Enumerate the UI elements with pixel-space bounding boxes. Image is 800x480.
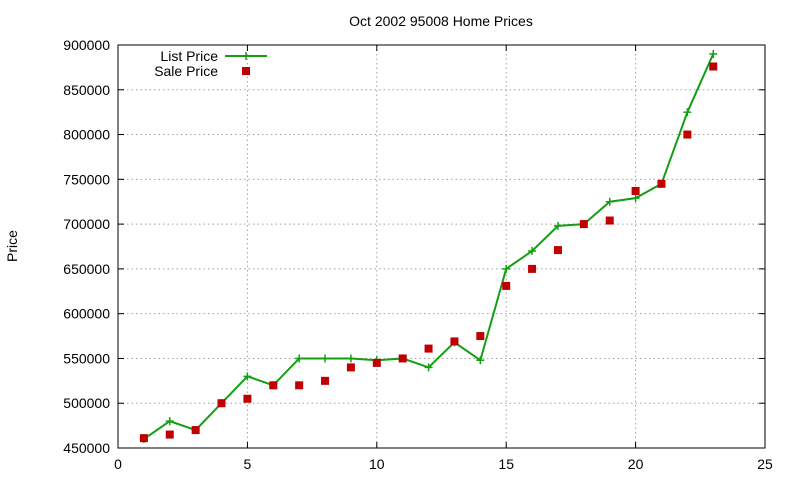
x-tick-label: 10 (369, 456, 385, 472)
data-point (657, 179, 666, 188)
data-point (528, 264, 537, 273)
y-tick-label: 750000 (63, 171, 110, 187)
series-line (143, 53, 715, 440)
plot-frame (117, 44, 766, 449)
y-tick-label: 500000 (63, 395, 110, 411)
chart-title: Oct 2002 95008 Home Prices (349, 13, 533, 29)
data-point (269, 381, 278, 390)
data-point (321, 376, 330, 385)
data-point (553, 221, 562, 230)
y-tick-label: 900000 (63, 37, 110, 53)
data-point (502, 264, 511, 273)
y-tick-label: 850000 (63, 82, 110, 98)
legend-label: List Price (160, 48, 218, 64)
y-axis-label: Price (4, 230, 20, 262)
y-tick-label: 550000 (63, 350, 110, 366)
series-sale-price (139, 62, 718, 443)
grid (118, 45, 765, 448)
data-point (243, 394, 252, 403)
legend-marker (242, 67, 250, 75)
data-point (450, 337, 459, 346)
data-point (372, 358, 381, 367)
x-tick-label: 15 (498, 456, 514, 472)
data-point (424, 344, 433, 353)
data-point (346, 354, 355, 363)
x-tick-label: 25 (757, 456, 773, 472)
data-point (295, 354, 304, 363)
series-list-price (139, 49, 718, 444)
data-point (424, 363, 433, 372)
y-tick-label: 600000 (63, 306, 110, 322)
data-point (165, 430, 174, 439)
x-tick-label: 20 (628, 456, 644, 472)
data-point (709, 62, 718, 71)
data-point (321, 354, 330, 363)
data-point (476, 332, 485, 341)
data-point (709, 49, 718, 58)
data-point (683, 130, 692, 139)
y-tick-label: 700000 (63, 216, 110, 232)
data-point (528, 246, 537, 255)
data-point (553, 246, 562, 255)
x-tick-label: 5 (244, 456, 252, 472)
y-tick-label: 650000 (63, 261, 110, 277)
axis-ticks: 0 5 10 15 20 25 450000 500000 550000 600000 650000… (63, 37, 773, 472)
data-point (605, 197, 614, 206)
data-point (683, 108, 692, 117)
data-point (191, 426, 200, 435)
x-tick-label: 0 (114, 456, 122, 472)
legend-marker (242, 52, 250, 60)
data-point (476, 356, 485, 365)
data-point (579, 220, 588, 229)
data-point (243, 372, 252, 381)
data-point (165, 417, 174, 426)
y-tick-label: 450000 (63, 440, 110, 456)
data-point (295, 381, 304, 390)
data-point (502, 281, 511, 290)
legend-label: Sale Price (154, 63, 218, 79)
data-point (217, 399, 226, 408)
data-point (631, 194, 640, 203)
plot-series (139, 49, 718, 444)
data-point (631, 186, 640, 195)
data-point (139, 434, 148, 443)
data-point (605, 216, 614, 225)
data-point (398, 354, 407, 363)
data-point (346, 363, 355, 372)
y-tick-label: 800000 (63, 127, 110, 143)
